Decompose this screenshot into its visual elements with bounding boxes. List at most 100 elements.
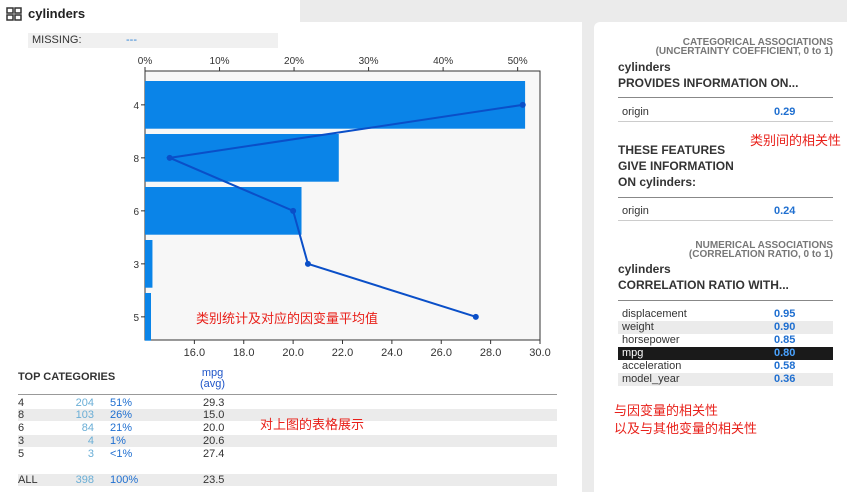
row-category: 3 — [18, 435, 25, 447]
provides-row: origin 0.29 — [618, 106, 833, 119]
bottom-axis-tick-label: 18.0 — [233, 347, 254, 359]
mpg-point — [290, 207, 297, 214]
provides-divider — [618, 97, 833, 98]
bar — [145, 81, 526, 129]
bottom-axis-tick-label: 24.0 — [381, 347, 402, 359]
header: cylinders — [6, 6, 85, 21]
provides-bottom-line — [618, 121, 833, 122]
corr-value: 0.90 — [774, 321, 796, 333]
gives-divider — [618, 197, 833, 198]
corr-value: 0.58 — [774, 360, 796, 372]
row-percent: 1% — [110, 435, 126, 447]
corr-row: acceleration 0.58 — [618, 360, 833, 373]
bottom-axis-tick-label: 26.0 — [431, 347, 452, 359]
corr-row: weight 0.90 — [618, 321, 833, 334]
row-category: 4 — [18, 397, 25, 409]
row-mpg: 27.4 — [203, 448, 225, 460]
gives-row: origin 0.24 — [618, 205, 833, 218]
missing-row: MISSING: --- — [28, 33, 278, 48]
row-category: 5 — [18, 448, 25, 460]
corr-label: CORRELATION RATIO WITH... — [618, 278, 789, 292]
assoc-value: 0.24 — [774, 205, 796, 217]
row-percent: 21% — [110, 422, 133, 434]
total-percent: 100% — [110, 474, 139, 486]
bar — [145, 293, 151, 341]
mpg-header: mpg (avg) — [200, 368, 225, 390]
row-percent: 26% — [110, 409, 133, 421]
corr-name: model_year — [622, 373, 680, 385]
mpg-point — [472, 313, 479, 320]
corr-row: model_year 0.36 — [618, 373, 833, 386]
table-row: 8 103 26% 15.0 — [18, 409, 557, 421]
categorical-annotation: 类别间的相关性 — [750, 134, 842, 149]
row-percent: 51% — [110, 397, 133, 409]
total-count: 398 — [75, 474, 94, 486]
corr-value: 0.80 — [774, 347, 796, 359]
assoc-value: 0.29 — [774, 106, 796, 118]
bar — [145, 134, 339, 182]
corr-feature: cylinders — [618, 262, 671, 276]
table-row: 3 4 1% 20.6 — [18, 435, 557, 447]
chart-annotation: 类别统计及对应的因变量平均值 — [196, 312, 379, 327]
table-row: 6 84 21% 20.0 — [18, 422, 557, 434]
missing-label: MISSING: — [32, 34, 82, 46]
provides-label: PROVIDES INFORMATION ON... — [618, 76, 799, 90]
top-axis-tick-label: 0% — [138, 56, 153, 67]
mpg-header-unit: (avg) — [200, 378, 226, 390]
total-mpg: 23.5 — [203, 474, 225, 486]
gives-bottom-line — [618, 220, 833, 221]
bar — [145, 187, 302, 235]
corr-row-selected[interactable]: mpg 0.80 — [618, 347, 833, 360]
table-row: 5 3 <1% 27.4 — [18, 448, 557, 460]
top-axis-tick-label: 50% — [508, 56, 528, 67]
corr-value: 0.85 — [774, 334, 796, 346]
bottom-axis-tick-label: 22.0 — [332, 347, 353, 359]
row-mpg: 20.0 — [203, 422, 225, 434]
gives-label-3: ON cylinders: — [618, 175, 697, 189]
corr-value: 0.36 — [774, 373, 796, 385]
row-count: 84 — [81, 422, 94, 434]
mpg-point — [166, 154, 173, 161]
bottom-axis-tick-label: 30.0 — [529, 347, 550, 359]
gives-label-1: THESE FEATURES — [618, 143, 726, 157]
assoc-name: origin — [622, 106, 649, 118]
header-tab — [0, 0, 300, 24]
category-label: 6 — [133, 207, 139, 218]
top-axis-tick-label: 20% — [284, 56, 304, 67]
row-count: 3 — [87, 448, 94, 460]
row-count: 204 — [75, 397, 94, 409]
top-axis-tick-label: 30% — [359, 56, 379, 67]
category-label: 5 — [133, 313, 139, 324]
bar — [145, 240, 153, 288]
row-mpg: 15.0 — [203, 409, 225, 421]
table-total-row: ALL 398 100% 23.5 — [18, 474, 557, 486]
assoc-name: origin — [622, 205, 649, 217]
right-panel — [594, 22, 847, 492]
bottom-axis-tick-label: 16.0 — [184, 347, 205, 359]
category-label: 8 — [133, 154, 139, 165]
category-label: 3 — [133, 260, 139, 271]
corr-name: acceleration — [622, 360, 682, 372]
corr-divider — [618, 300, 833, 301]
row-count: 103 — [75, 409, 94, 421]
total-category: ALL — [18, 474, 38, 486]
row-mpg: 20.6 — [203, 435, 225, 447]
categorical-assoc-subtitle: (UNCERTAINTY COEFFICIENT, 0 to 1) — [655, 46, 833, 57]
row-category: 8 — [18, 409, 25, 421]
mpg-point — [304, 260, 311, 267]
row-percent: <1% — [110, 448, 133, 460]
table-annotation: 对上图的表格展示 — [260, 418, 365, 433]
top-axis-tick-label: 40% — [433, 56, 453, 67]
mpg-header-name: mpg — [201, 367, 224, 379]
categorical-assoc-title: CATEGORICAL ASSOCIATIONS — [682, 37, 833, 48]
corr-value: 0.95 — [774, 308, 796, 320]
gives-label-2: GIVE INFORMATION — [618, 159, 734, 173]
category-label: 4 — [133, 101, 139, 112]
corr-row: displacement 0.95 — [618, 308, 833, 321]
provides-feature: cylinders — [618, 60, 671, 74]
table-title: TOP CATEGORIES — [18, 371, 116, 383]
bottom-axis-tick-label: 28.0 — [480, 347, 501, 359]
grid-icon — [6, 6, 22, 21]
corr-name: mpg — [622, 347, 644, 359]
row-mpg: 29.3 — [203, 397, 225, 409]
